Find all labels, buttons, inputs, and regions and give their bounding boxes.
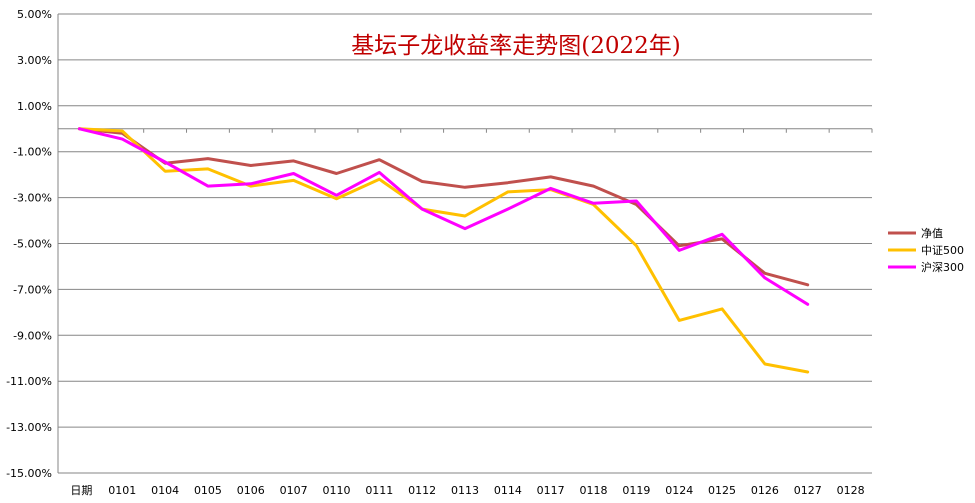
x-tick-label: 0128: [837, 484, 865, 497]
y-tick-label: -5.00%: [13, 238, 52, 251]
x-tick-label: 0126: [751, 484, 779, 497]
x-tick-label: 0127: [794, 484, 822, 497]
x-tick-label: 0117: [537, 484, 565, 497]
series-line-1: [77, 127, 810, 287]
x-tick-label: 0107: [280, 484, 308, 497]
y-axis-ticks: 5.00% 3.00% 1.00% -1.00% -3.00% -5.00% -7.00% -…: [6, 8, 52, 480]
legend-label: 沪深300: [921, 260, 964, 274]
y-tick-label: -3.00%: [13, 192, 52, 205]
x-tick-label: 0124: [665, 484, 693, 497]
y-tick-label: 3.00%: [17, 54, 52, 67]
axes: [57, 14, 873, 473]
x-tick-label: 0105: [194, 484, 222, 497]
x-tick-label: 0112: [408, 484, 436, 497]
x-tick-label: 0101: [108, 484, 136, 497]
y-tick-label: -9.00%: [13, 329, 52, 342]
gridlines: [58, 13, 872, 474]
y-tick-label: -11.00%: [6, 375, 52, 388]
x-axis-ticks: 日期 0101 0104 0105 0106 0107 0110 0111 0112 0113 01…: [70, 484, 864, 497]
y-tick-label: -7.00%: [13, 283, 52, 296]
legend-label: 中证500: [921, 244, 964, 257]
chart-title: 基坛子龙收益率走势图(2022年): [351, 33, 680, 59]
x-tick-label: 0106: [237, 484, 265, 497]
x-tick-label: 0118: [580, 484, 608, 497]
x-tick-label: 0119: [622, 484, 650, 497]
y-tick-label: -15.00%: [6, 467, 52, 480]
x-tick-label: 0104: [151, 484, 179, 497]
y-tick-label: 5.00%: [17, 8, 52, 21]
y-tick-label: 1.00%: [17, 100, 52, 113]
x-tick-label: 0114: [494, 484, 522, 497]
legend-label: 净值: [921, 226, 943, 240]
x-tick-label: 0113: [451, 484, 479, 497]
x-tick-label: 0125: [708, 484, 736, 497]
x-tick-label: 0111: [365, 484, 393, 497]
y-tick-label: -13.00%: [6, 421, 52, 434]
y-tick-label: -1.00%: [13, 146, 52, 159]
x-tick-label: 0110: [322, 484, 350, 497]
series-lines: [77, 127, 810, 374]
x-axis-label: 日期: [70, 484, 92, 497]
series-line-2: [77, 127, 810, 374]
series-line-3: [77, 127, 810, 306]
